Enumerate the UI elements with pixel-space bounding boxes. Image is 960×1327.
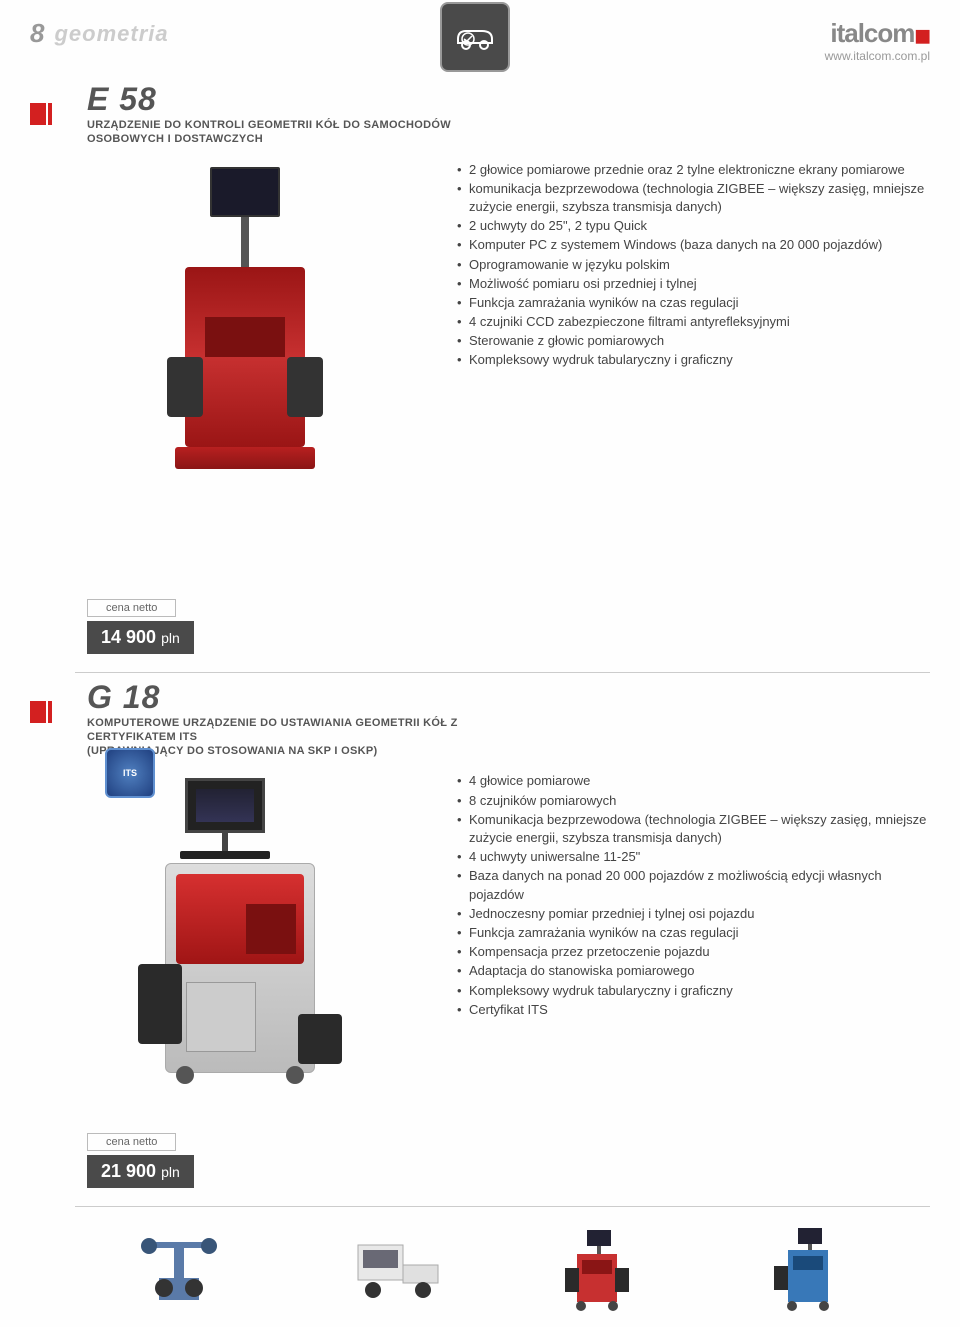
feature-item: Kompensacja przez przetoczenie pojazdu [455,943,930,961]
product-image-e58 [55,157,435,469]
feature-item: 2 głowice pomiarowe przednie oraz 2 tyln… [455,161,930,179]
feature-item: Baza danych na ponad 20 000 pojazdów z m… [455,867,930,903]
feature-item: Jednoczesny pomiar przedniej i tylnej os… [455,905,930,923]
price-value: 21 900 pln [87,1155,194,1188]
price-box: cena netto 21 900 pln [87,1133,930,1188]
header-left: 8 geometria [30,18,169,49]
price-value: 14 900 pln [87,621,194,654]
its-badge: ITS [105,748,155,798]
product-block-e58: E 58 URZĄDZENIE DO KONTROLI GEOMETRII KÓ… [0,71,960,654]
brand-text: italcom [830,18,914,48]
red-tab-marker2 [48,103,52,125]
price-unit: pln [161,1164,180,1180]
feature-list: 2 głowice pomiarowe przednie oraz 2 tyln… [455,157,930,469]
price-number: 21 900 [101,1161,156,1181]
feature-item: Kompleksowy wydruk tabularyczny i grafic… [455,982,930,1000]
thumb-station-blue [746,1225,866,1315]
product-body: 4 głowice pomiarowe 8 czujników pomiarowy… [55,768,930,1073]
red-tab-marker [30,701,46,723]
product-body: 2 głowice pomiarowe przednie oraz 2 tyln… [55,157,930,469]
feature-item: 4 czujniki CCD zabezpieczone filtrami an… [455,313,930,331]
price-label: cena netto [87,1133,176,1151]
red-tab-marker [30,103,46,125]
price-unit: pln [161,630,180,646]
feature-item: komunikacja bezprzewodowa (technologia Z… [455,180,930,216]
machine-illustration [145,778,345,1073]
price-box: cena netto 14 900 pln [87,599,930,654]
product-code: E 58 [87,81,930,118]
feature-item: Adaptacja do stanowiska pomiarowego [455,962,930,980]
feature-item: Komunikacja bezprzewodowa (technologia Z… [455,811,930,847]
feature-item: 4 uchwyty uniwersalne 11-25" [455,848,930,866]
feature-item: Funkcja zamrażania wyników na czas regul… [455,924,930,942]
thumb-station-red [537,1225,657,1315]
thumb-truck [328,1225,448,1315]
feature-item: 8 czujników pomiarowych [455,792,930,810]
footer-thumbnails [0,1207,960,1327]
product-image-g18 [55,768,435,1073]
feature-item: Komputer PC z systemem Windows (baza dan… [455,236,930,254]
feature-item: 2 uchwyty do 25", 2 typu Quick [455,217,930,235]
section-title: geometria [54,21,168,47]
feature-item: Oprogramowanie w języku polskim [455,256,930,274]
header-right: italcom◼ www.italcom.com.pl [825,18,930,63]
price-label: cena netto [87,599,176,617]
price-number: 14 900 [101,627,156,647]
page-header: 8 geometria italcom◼ www.italcom.com.pl [0,0,960,71]
feature-item: Certyfikat ITS [455,1001,930,1019]
website-url: www.italcom.com.pl [825,49,930,63]
car-diagnostic-icon [440,2,510,72]
product-code: G 18 [87,679,930,716]
brand-logo: italcom◼ [825,18,930,49]
feature-item: Kompleksowy wydruk tabularyczny i grafic… [455,351,930,369]
page-number: 8 [30,18,44,49]
feature-list: 4 głowice pomiarowe 8 czujników pomiarowy… [455,768,930,1073]
thumb-aligner-blue [119,1225,239,1315]
feature-item: 4 głowice pomiarowe [455,772,930,790]
brand-square-icon: ◼ [914,25,930,47]
feature-item: Sterowanie z głowic pomiarowych [455,332,930,350]
product-subtitle: URZĄDZENIE DO KONTROLI GEOMETRII KÓŁ DO … [87,118,487,147]
feature-item: Funkcja zamrażania wyników na czas regul… [455,294,930,312]
feature-item: Możliwość pomiaru osi przedniej i tylnej [455,275,930,293]
red-tab-marker2 [48,701,52,723]
machine-illustration [175,167,315,469]
